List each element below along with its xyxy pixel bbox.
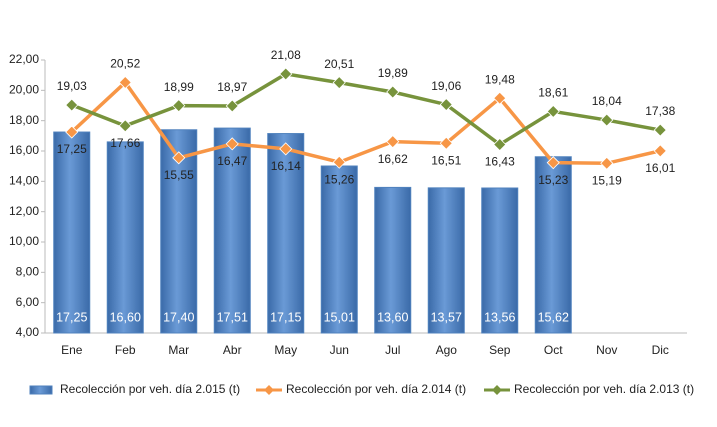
legend-swatch bbox=[29, 385, 53, 395]
marker bbox=[172, 151, 186, 165]
y-tick-label: 14,00 bbox=[9, 174, 39, 188]
bar-label: 15,62 bbox=[538, 310, 569, 324]
bar-label: 17,25 bbox=[56, 310, 87, 324]
line-label: 17,66 bbox=[110, 136, 140, 150]
legend-swatch bbox=[492, 385, 502, 395]
legend-swatch bbox=[264, 385, 274, 395]
line-label: 15,19 bbox=[592, 173, 622, 187]
x-tick-label: Jun bbox=[330, 343, 349, 357]
line-label: 17,38 bbox=[645, 104, 675, 118]
x-tick-label: Jul bbox=[385, 343, 400, 357]
marker bbox=[386, 85, 400, 99]
marker bbox=[172, 99, 186, 113]
bar-label: 17,15 bbox=[270, 310, 301, 324]
marker bbox=[439, 136, 453, 150]
line-label: 16,01 bbox=[645, 161, 675, 175]
line-label: 19,89 bbox=[378, 66, 408, 80]
marker bbox=[118, 75, 132, 90]
y-tick-label: 4,00 bbox=[16, 325, 40, 339]
bar-label: 15,01 bbox=[324, 310, 355, 324]
bar-label: 13,56 bbox=[484, 310, 515, 324]
marker bbox=[386, 135, 400, 149]
line-label: 16,62 bbox=[378, 152, 408, 166]
marker bbox=[653, 123, 667, 137]
marker bbox=[225, 99, 239, 113]
line-label: 17,25 bbox=[57, 142, 87, 156]
legend-label: Recolección por veh. día 2.015 (t) bbox=[60, 382, 240, 396]
marker bbox=[279, 67, 293, 81]
line-label: 18,04 bbox=[592, 94, 622, 108]
line bbox=[70, 79, 661, 166]
y-tick-label: 8,00 bbox=[16, 265, 40, 279]
line-label: 18,99 bbox=[164, 80, 194, 94]
line bbox=[71, 72, 661, 147]
bar-label: 13,60 bbox=[377, 310, 408, 324]
bar-label: 16,60 bbox=[110, 310, 141, 324]
line-label: 20,51 bbox=[324, 57, 354, 71]
bar-label: 17,51 bbox=[217, 310, 248, 324]
x-tick-label: Feb bbox=[115, 343, 136, 357]
y-tick-label: 22,00 bbox=[9, 52, 39, 66]
bar bbox=[481, 187, 519, 334]
line-label: 16,43 bbox=[485, 155, 515, 169]
marker bbox=[225, 137, 239, 151]
marker bbox=[653, 144, 667, 158]
line-label: 19,48 bbox=[485, 72, 515, 86]
x-tick-label: Nov bbox=[596, 343, 617, 357]
bar bbox=[213, 127, 251, 334]
line-label: 18,61 bbox=[538, 86, 568, 100]
marker bbox=[332, 76, 346, 90]
x-tick-label: Ago bbox=[436, 343, 458, 357]
bar bbox=[106, 141, 144, 334]
y-tick-label: 20,00 bbox=[9, 83, 39, 97]
marker bbox=[493, 91, 507, 105]
x-tick-label: Abr bbox=[223, 343, 242, 357]
y-tick-label: 6,00 bbox=[16, 295, 40, 309]
x-tick-label: Oct bbox=[544, 343, 563, 357]
x-tick-label: Sep bbox=[489, 343, 511, 357]
bar bbox=[320, 165, 358, 334]
bar-label: 13,57 bbox=[431, 310, 462, 324]
x-tick-label: May bbox=[274, 343, 297, 357]
y-tick-label: 18,00 bbox=[9, 113, 39, 127]
y-tick-label: 16,00 bbox=[9, 143, 39, 157]
bar bbox=[427, 187, 465, 334]
line-label: 21,08 bbox=[271, 48, 301, 62]
marker bbox=[65, 125, 79, 139]
bar-label: 17,40 bbox=[163, 310, 194, 324]
y-tick-label: 10,00 bbox=[9, 234, 39, 248]
marker bbox=[332, 155, 346, 169]
line-label: 20,52 bbox=[110, 57, 140, 71]
marker bbox=[118, 119, 132, 133]
bar bbox=[53, 131, 91, 334]
x-tick-label: Ene bbox=[61, 343, 83, 357]
line-label: 19,06 bbox=[431, 79, 461, 93]
x-tick-label: Mar bbox=[168, 343, 189, 357]
marker bbox=[546, 104, 560, 118]
line-label: 15,23 bbox=[538, 173, 568, 187]
y-tick-label: 12,00 bbox=[9, 204, 39, 218]
marker bbox=[493, 137, 507, 152]
marker bbox=[65, 98, 79, 112]
line-label: 16,14 bbox=[271, 159, 301, 173]
bar bbox=[534, 156, 572, 334]
line-label: 16,51 bbox=[431, 153, 461, 167]
marker bbox=[600, 113, 614, 127]
legend-label: Recolección por veh. día 2.014 (t) bbox=[286, 382, 466, 396]
x-tick-label: Dic bbox=[652, 343, 669, 357]
marker bbox=[546, 156, 560, 170]
line-label: 15,26 bbox=[324, 172, 354, 186]
marker bbox=[439, 98, 453, 112]
line-label: 16,47 bbox=[217, 154, 247, 168]
bar bbox=[267, 133, 305, 334]
marker bbox=[279, 142, 293, 156]
legend-label: Recolección por veh. día 2.013 (t) bbox=[514, 382, 694, 396]
line-label: 15,55 bbox=[164, 168, 194, 182]
marker bbox=[600, 156, 614, 170]
line-label: 18,97 bbox=[217, 80, 247, 94]
line-label: 19,03 bbox=[57, 79, 87, 93]
bar bbox=[374, 186, 412, 334]
